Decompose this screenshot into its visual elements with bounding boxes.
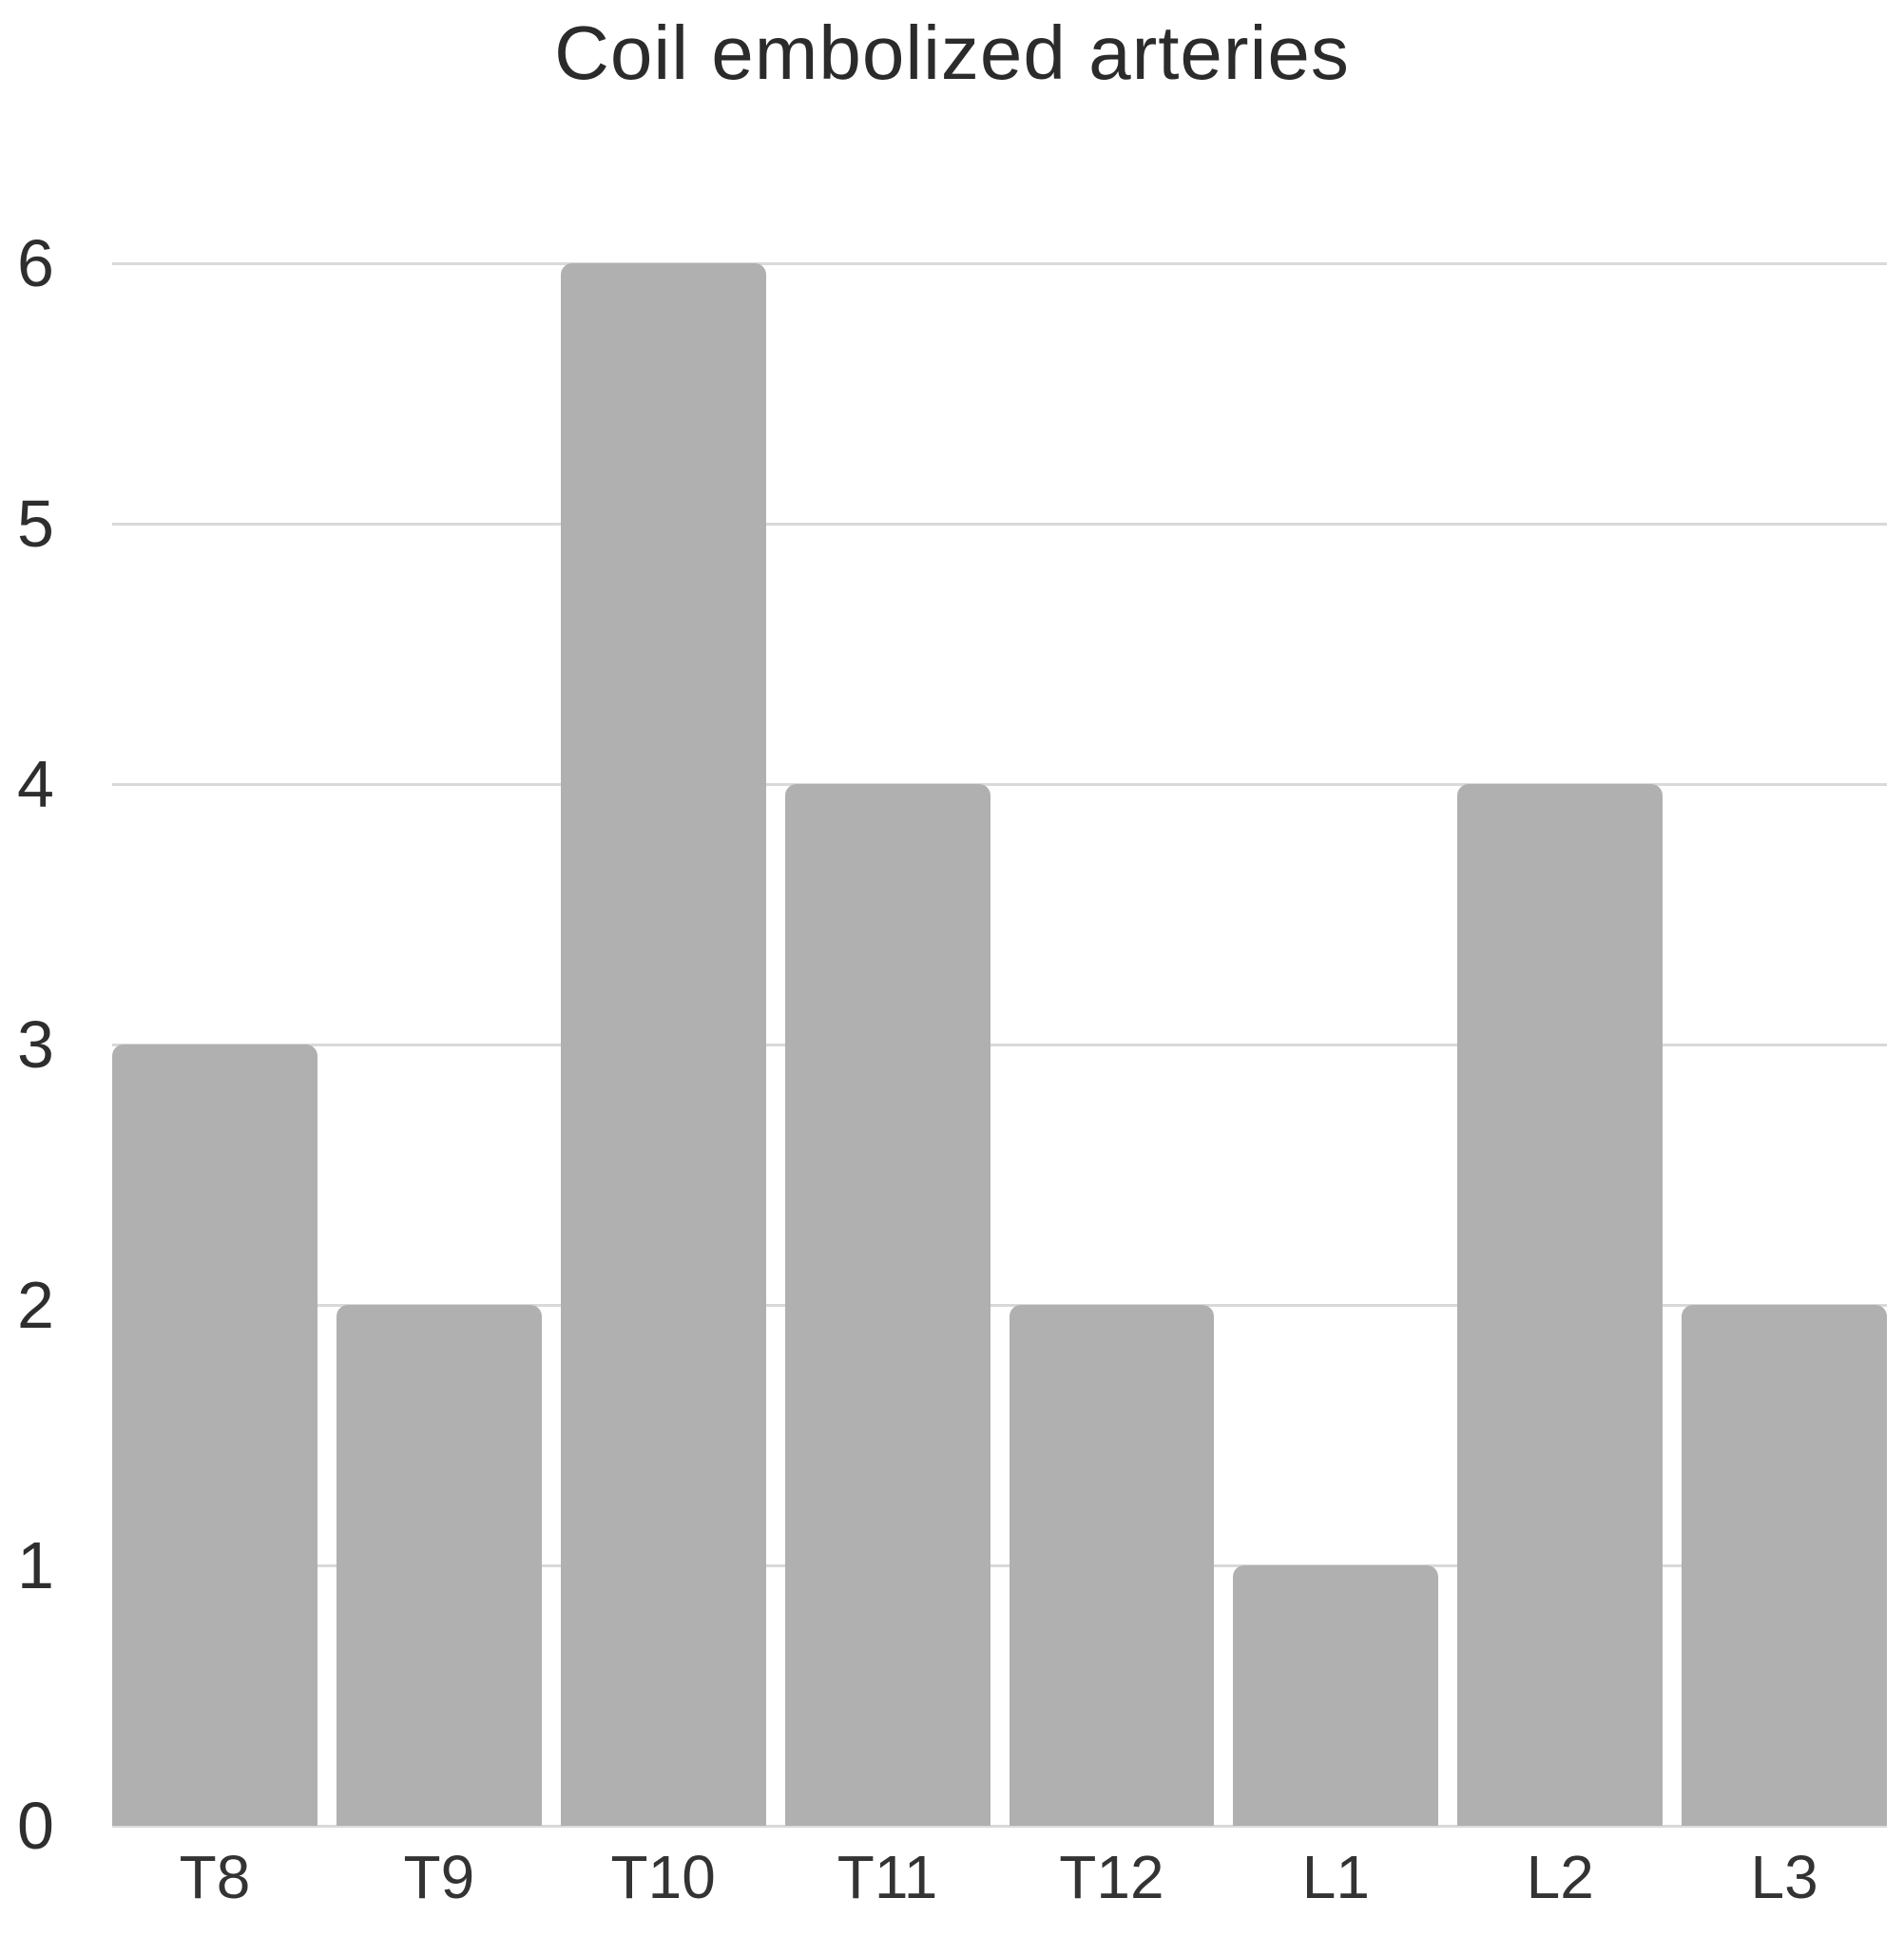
chart-title: Coil embolized arteries: [554, 10, 1350, 95]
bar-T8: [112, 1045, 317, 1826]
y-axis-tick-label-4: 4: [17, 746, 54, 821]
bar-T9: [336, 1305, 542, 1826]
x-axis-tick-label-L1: L1: [1301, 1843, 1370, 1911]
x-axis-tick-labels: T8 T9 T10 T11 T12 L1 L2 L3: [112, 1847, 1887, 1907]
gridline-y6: [112, 262, 1887, 265]
bar-L2: [1457, 784, 1664, 1826]
x-axis-tick-label-L2: L2: [1526, 1843, 1594, 1911]
y-axis-tick-label-3: 3: [17, 1007, 54, 1082]
x-axis-tick-label-L3: L3: [1750, 1843, 1818, 1911]
x-axis-tick-label-T9: T9: [403, 1843, 475, 1911]
x-axis-tick-label-T11: T11: [837, 1843, 938, 1911]
bars-container: [112, 263, 1887, 1826]
gridline-y2: [112, 1303, 1887, 1307]
y-axis-tick-label-0: 0: [17, 1789, 54, 1863]
gridline-y5: [112, 522, 1887, 526]
x-axis-tick-label-T8: T8: [179, 1843, 251, 1911]
gridline-y1: [112, 1564, 1887, 1567]
bar-L1: [1233, 1565, 1439, 1826]
y-axis-tick-label-5: 5: [17, 486, 54, 561]
y-axis-tick-label-6: 6: [17, 226, 54, 300]
y-axis-tick-label-1: 1: [17, 1528, 54, 1602]
x-axis-tick-label-T12: T12: [1059, 1843, 1164, 1911]
x-axis-tick-label-T10: T10: [610, 1843, 716, 1911]
gridline-y3: [112, 1044, 1887, 1046]
gridline-y4: [112, 782, 1887, 786]
bar-L3: [1682, 1305, 1887, 1826]
bar-T11: [784, 784, 990, 1826]
y-axis-tick-label-2: 2: [17, 1267, 54, 1342]
bar-T12: [1009, 1305, 1215, 1826]
bar-T10: [560, 263, 766, 1826]
gridline-y0: [112, 1825, 1887, 1828]
